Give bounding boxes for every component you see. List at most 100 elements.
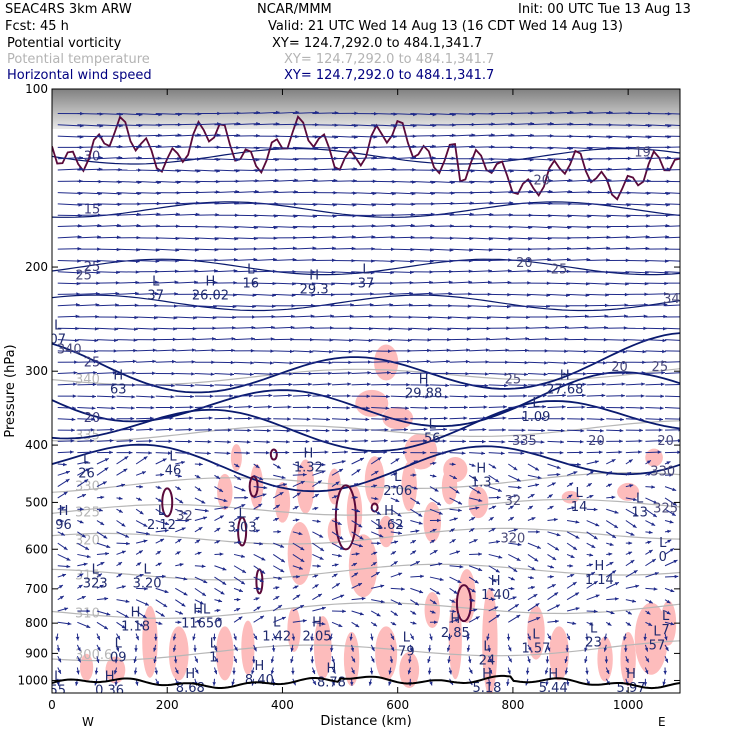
wind-vector-head: [648, 622, 653, 626]
wind-vector-head: [222, 581, 227, 585]
wind-vector: [449, 112, 476, 115]
wind-vector: [331, 282, 355, 285]
wind-vector-head: [355, 623, 360, 628]
shaded-region: [346, 485, 363, 540]
wind-vector: [410, 281, 433, 284]
wind-vector-head: [183, 577, 188, 581]
wind-vector-head: [426, 371, 430, 375]
wind-vector-head: [226, 451, 231, 455]
wind-vector-head: [562, 393, 567, 398]
wind-vector-head: [445, 371, 450, 376]
wind-vector: [449, 180, 475, 183]
wind-vector-head: [432, 528, 437, 533]
wind-vector: [469, 180, 495, 183]
wind-vector-head: [173, 316, 178, 320]
wind-vector-head: [299, 605, 304, 609]
shaded-region: [241, 620, 255, 675]
contour-label: 325: [653, 501, 678, 516]
wind-vector: [547, 214, 572, 217]
wind-vector-head: [104, 467, 109, 471]
extremum-marker: L: [239, 506, 247, 521]
wind-vector-head: [339, 468, 343, 473]
wind-vector: [175, 169, 201, 172]
wind-vector-head: [620, 405, 625, 410]
wind-vector: [253, 123, 280, 126]
wind-vector: [488, 158, 515, 161]
wind-vector-head: [583, 349, 588, 354]
extremum-value: 1.09: [521, 410, 550, 425]
wind-vector-head: [135, 681, 139, 686]
wind-vector-head: [572, 582, 577, 586]
shaded-region: [230, 444, 242, 472]
wind-vector-head: [232, 304, 237, 309]
wind-vector: [175, 134, 201, 137]
wind-vector-head: [434, 488, 439, 492]
wind-vector-head: [451, 599, 456, 603]
wind-vector-head: [535, 603, 540, 607]
wind-vector-head: [658, 439, 662, 443]
wind-vector: [312, 168, 338, 171]
wind-vector-head: [635, 584, 640, 589]
wind-vector-head: [516, 614, 521, 619]
wind-vector-head: [356, 469, 361, 473]
wind-vector-head: [533, 594, 538, 598]
wind-vector: [273, 179, 299, 182]
wind-vector: [586, 282, 610, 285]
extremum-value: 56: [424, 432, 441, 447]
wind-vector-head: [455, 550, 460, 554]
wind-vector: [292, 111, 319, 114]
wind-vector: [488, 237, 513, 240]
contour-label: 20: [533, 173, 550, 188]
wind-vector-head: [271, 648, 276, 652]
wind-vector-head: [409, 647, 413, 652]
wind-vector: [253, 179, 279, 182]
pv-contour: [269, 448, 278, 461]
wind-vector-head: [112, 371, 117, 375]
wind-vector-head: [619, 428, 624, 433]
wind-vector-head: [687, 124, 691, 127]
wind-vector-head: [157, 562, 162, 566]
wind-vector-head: [427, 658, 431, 663]
wind-vector: [96, 192, 122, 195]
wind-vector-head: [100, 495, 105, 500]
wind-vector-head: [641, 371, 646, 375]
wind-vector: [410, 145, 436, 148]
wind-vector-head: [223, 498, 228, 503]
wind-vector: [136, 180, 162, 184]
y-tick-label: 900: [25, 646, 48, 660]
wind-vector-head: [568, 494, 573, 499]
legend-label: Potential vorticity: [7, 36, 122, 51]
wind-vector-head: [664, 658, 668, 663]
wind-vector: [410, 112, 437, 116]
wind-vector-head: [475, 506, 480, 510]
wind-vector: [175, 146, 201, 148]
wind-vector-head: [526, 293, 531, 297]
wind-vector-head: [352, 563, 357, 567]
wind-vector: [351, 236, 376, 239]
wind-vector-head: [310, 659, 315, 664]
wind-vector-head: [389, 659, 394, 664]
wind-vector: [273, 146, 299, 150]
wind-vector: [488, 134, 515, 137]
wind-vector-head: [641, 382, 645, 386]
wind-vector-head: [687, 135, 691, 138]
wind-vector-head: [563, 361, 568, 365]
wind-vector-head: [388, 681, 392, 686]
wind-vector-head: [286, 440, 290, 444]
wind-vector-head: [173, 327, 177, 331]
theta-label: 310: [75, 606, 100, 621]
wind-vector: [57, 157, 84, 160]
wind-vector-head: [486, 337, 490, 341]
wind-vector-head: [144, 602, 149, 606]
wind-vector: [586, 168, 612, 171]
wind-vector: [77, 168, 103, 171]
wind-vector-head: [685, 235, 689, 238]
wind-vector-head: [623, 636, 627, 641]
wind-vector-head: [490, 587, 495, 591]
wind-vector-head: [394, 540, 399, 544]
wind-vector-head: [266, 440, 271, 444]
wind-vector: [625, 192, 651, 194]
wind-vector-head: [662, 338, 667, 343]
wind-vector-head: [110, 427, 115, 432]
wind-vector: [508, 270, 532, 273]
